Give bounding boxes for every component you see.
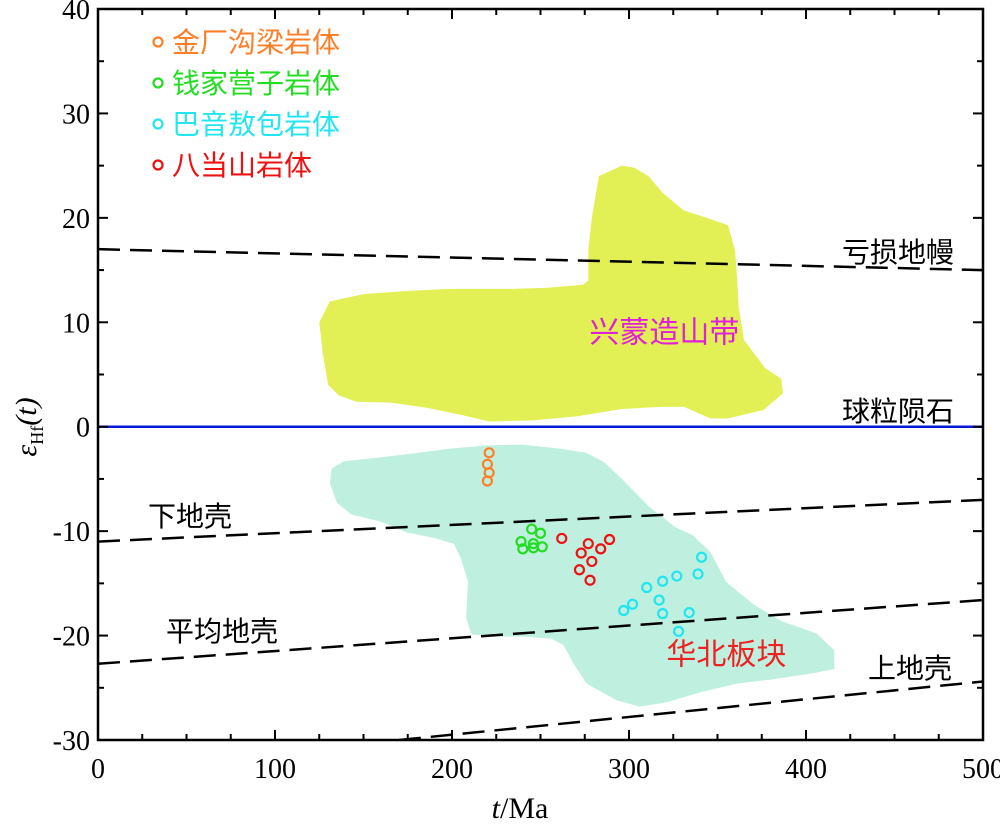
x-tick-label-0: 0 <box>91 754 105 785</box>
y-axis-title: εHf(t) <box>10 397 47 456</box>
x-axis-title-unit: /Ma <box>500 792 548 825</box>
reference-line-3 <box>98 498 983 543</box>
series-4-point-7 <box>573 564 586 576</box>
x-axis-title: t/Ma <box>492 792 549 825</box>
reference-line-5-label: 上地壳 <box>868 652 952 685</box>
series-4-point-5 <box>575 547 587 559</box>
series-3-point-5 <box>641 581 653 594</box>
y-axis-title-subscript: Hf <box>27 426 47 445</box>
regions-layer <box>319 165 835 707</box>
y-axis-title-argument: (t) <box>10 397 43 425</box>
series-4-point-2 <box>603 533 616 546</box>
y-tick-label-30: 30 <box>62 99 90 130</box>
legend-label-3: 巴音敖包岩体 <box>172 108 340 141</box>
y-tick-label-40: 40 <box>62 0 90 26</box>
series-3-point-8 <box>618 604 630 617</box>
series-3-point-6 <box>653 594 665 606</box>
data-points-layer <box>481 447 708 637</box>
legend-label-2: 钱家营子岩体 <box>172 67 340 100</box>
y-tick-label-0: 0 <box>76 413 90 444</box>
reference-line-4-label: 平均地壳 <box>166 615 278 648</box>
reference-line-4 <box>98 598 983 666</box>
series-3-point-2 <box>692 568 704 580</box>
series-4-point-8 <box>584 574 596 586</box>
x-tick-label-300: 300 <box>608 754 650 785</box>
reference-line-5 <box>398 680 983 740</box>
series-3-point-1 <box>695 551 708 563</box>
legend-label-4: 八当山岩体 <box>172 149 312 182</box>
series-3-point-3 <box>671 570 683 582</box>
y-axis-title-symbol: ε <box>10 445 43 457</box>
legend-label-1: 金厂沟梁岩体 <box>172 26 340 59</box>
series-2-point-7 <box>536 541 548 553</box>
series-4-point-1 <box>556 532 568 545</box>
series-2-point-1 <box>526 523 538 535</box>
legend-marker-1 <box>152 36 164 48</box>
y-tick-label-20: 20 <box>62 204 90 235</box>
x-axis-title-variable: t <box>492 792 501 825</box>
series-1-point-1 <box>483 447 495 459</box>
region-2-area <box>329 444 835 707</box>
y-tick-label--30: -30 <box>53 726 90 757</box>
series-3-point-4 <box>657 575 669 587</box>
reference-line-2-label: 球粒陨石 <box>842 395 954 428</box>
series-4-point-3 <box>582 538 594 550</box>
reference-line-1 <box>98 247 983 272</box>
series-2-point-2 <box>534 527 547 539</box>
series-4-point-4 <box>595 543 607 555</box>
reference-line-3-label: 下地壳 <box>148 500 232 533</box>
y-tick-label--20: -20 <box>53 622 90 653</box>
y-tick-label--10: -10 <box>53 517 90 548</box>
series-3-point-10 <box>683 606 695 619</box>
x-tick-label-200: 200 <box>431 754 473 785</box>
legend-marker-4 <box>152 159 164 171</box>
region-1-area <box>319 165 783 422</box>
x-tick-label-500: 500 <box>962 754 1000 785</box>
region-2-label: 华北板块 <box>666 637 786 672</box>
reference-lines-layer <box>98 247 983 740</box>
series-4-point-6 <box>586 555 598 568</box>
y-tick-label-10: 10 <box>62 308 90 339</box>
series-3-point-7 <box>626 598 639 610</box>
x-tick-label-400: 400 <box>785 754 827 785</box>
legend-marker-2 <box>152 77 164 89</box>
reference-line-1-label: 亏损地幔 <box>842 236 954 269</box>
series-1-point-4 <box>481 475 493 487</box>
series-3-point-11 <box>672 625 685 637</box>
legend-marker-3 <box>152 118 164 130</box>
x-tick-label-100: 100 <box>254 754 296 785</box>
series-2-point-3 <box>515 535 527 548</box>
ticks-layer: 0 100 200 300 400 500 -30 -20 -10 0 10 20 30 40 <box>53 0 1000 785</box>
region-1-label: 兴蒙造山带 <box>589 316 739 351</box>
series-2-point-5 <box>517 543 529 555</box>
series-3-point-9 <box>657 608 669 620</box>
